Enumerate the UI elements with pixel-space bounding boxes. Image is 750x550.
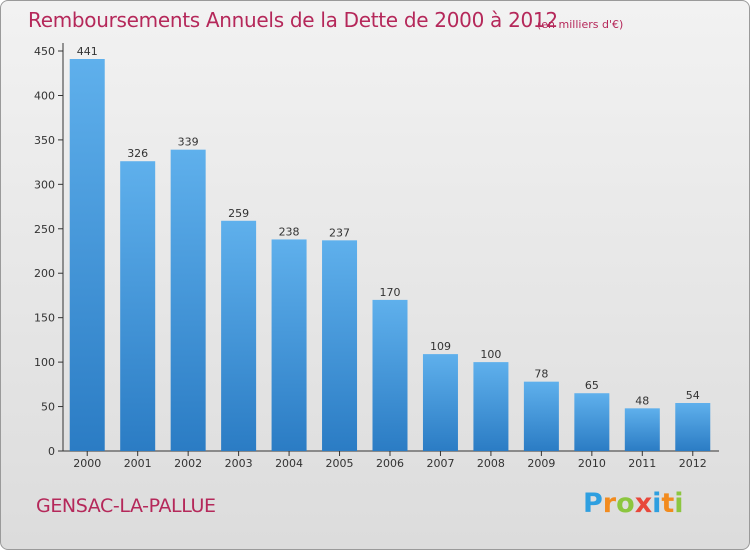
bar-2003 xyxy=(221,220,257,451)
bar-2004 xyxy=(271,239,307,451)
x-tick-label: 2008 xyxy=(477,457,505,470)
x-tick-label: 2007 xyxy=(426,457,454,470)
bar-2010 xyxy=(574,393,610,451)
y-tick-label: 50 xyxy=(41,401,55,414)
bar-2008 xyxy=(473,362,509,451)
x-tick-label: 2002 xyxy=(174,457,202,470)
bar-value-label: 441 xyxy=(77,45,98,58)
x-tick-label: 2001 xyxy=(124,457,152,470)
logo-letter: r xyxy=(602,488,617,519)
x-tick-label: 2006 xyxy=(376,457,404,470)
bar-2011 xyxy=(624,408,660,451)
x-tick-label: 2003 xyxy=(225,457,253,470)
bar-2001 xyxy=(120,161,156,451)
logo-letter: P xyxy=(583,488,603,519)
bar-value-label: 259 xyxy=(228,207,249,220)
logo-letter: o xyxy=(616,488,635,519)
bar-value-label: 237 xyxy=(329,226,350,239)
bar-value-label: 100 xyxy=(480,348,501,361)
bar-2000 xyxy=(69,59,105,451)
bar-2002 xyxy=(170,149,206,451)
y-tick-label: 200 xyxy=(34,267,55,280)
chart-subtitle: (en milliers d'€) xyxy=(537,18,624,31)
y-tick-label: 150 xyxy=(34,312,55,325)
bar-value-label: 238 xyxy=(279,225,300,238)
bar-value-label: 339 xyxy=(178,136,199,149)
bar-value-label: 54 xyxy=(686,389,700,402)
logo-letter: t xyxy=(661,488,675,519)
x-tick-label: 2000 xyxy=(73,457,101,470)
logo-letter: x xyxy=(634,488,653,519)
y-tick-label: 450 xyxy=(34,45,55,58)
bar-2005 xyxy=(322,240,358,451)
y-tick-label: 0 xyxy=(48,445,55,458)
x-tick-label: 2012 xyxy=(679,457,707,470)
bar-2007 xyxy=(422,354,458,451)
bar-value-label: 78 xyxy=(534,368,548,381)
bar-value-label: 109 xyxy=(430,340,451,353)
logo-letter: i xyxy=(674,488,684,519)
bar-value-label: 326 xyxy=(127,147,148,160)
y-tick-label: 400 xyxy=(34,89,55,102)
bar-2009 xyxy=(523,381,559,451)
x-tick-label: 2009 xyxy=(527,457,555,470)
bar-2006 xyxy=(372,299,408,451)
chart-title: Remboursements Annuels de la Dette de 20… xyxy=(28,8,558,32)
x-tick-label: 2010 xyxy=(578,457,606,470)
bar-value-label: 48 xyxy=(635,394,649,407)
logo-letter: i xyxy=(652,488,662,519)
proxiti-logo: Proxiti xyxy=(583,488,684,519)
commune-name: GENSAC-LA-PALLUE xyxy=(36,495,216,517)
y-tick-label: 250 xyxy=(34,223,55,236)
bar-value-label: 170 xyxy=(380,286,401,299)
x-tick-label: 2004 xyxy=(275,457,303,470)
x-tick-label: 2005 xyxy=(326,457,354,470)
bar-2012 xyxy=(675,403,711,451)
y-tick-label: 300 xyxy=(34,178,55,191)
y-tick-label: 350 xyxy=(34,134,55,147)
bar-value-label: 65 xyxy=(585,379,599,392)
y-tick-label: 100 xyxy=(34,356,55,369)
x-tick-label: 2011 xyxy=(628,457,656,470)
